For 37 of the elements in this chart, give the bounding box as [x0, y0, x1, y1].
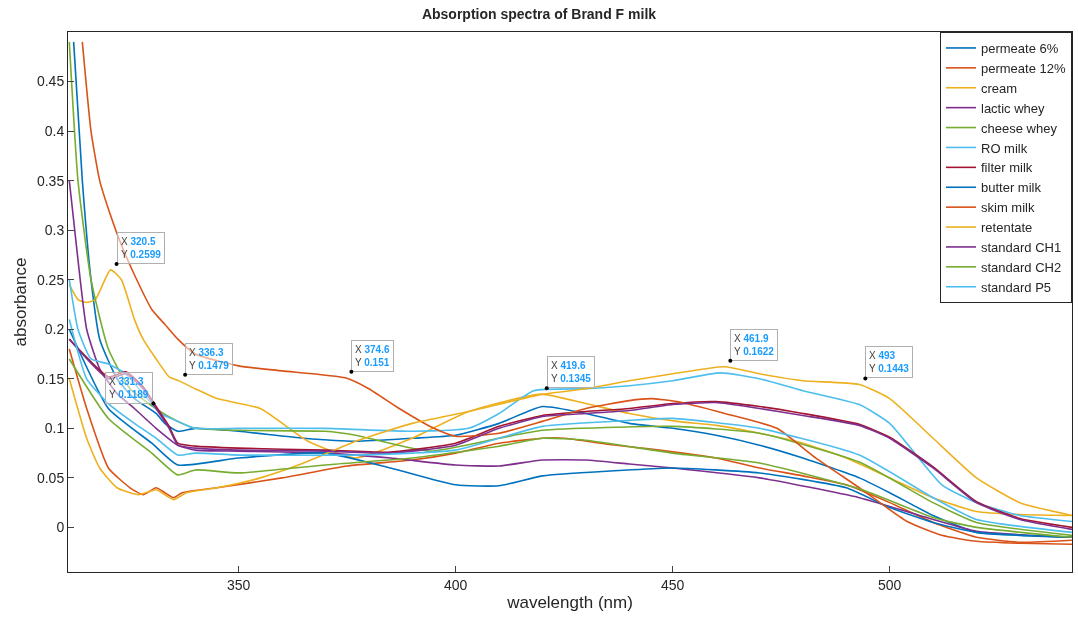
y-axis-title: absorbance: [10, 257, 30, 347]
legend-label: cheese whey: [981, 120, 1058, 136]
x-tick-label: 350: [226, 576, 251, 593]
y-tick-label: 0.4: [44, 122, 65, 139]
legend-label: skim milk: [981, 200, 1035, 216]
annotation: X 336.3 Y 0.1479: [189, 347, 230, 371]
y-tick-label: 0: [56, 519, 65, 536]
legend-label: filter milk: [981, 160, 1033, 176]
x-tick-label: 450: [660, 576, 685, 593]
y-tick-label: 0.05: [36, 469, 65, 486]
legend-label: RO milk: [981, 140, 1028, 156]
legend-label: standard CH2: [981, 259, 1062, 275]
y-tick-label: 0.2: [44, 321, 65, 338]
annotation: X 419.6 Y 0.1345: [551, 360, 592, 384]
annotation: X 374.6 Y 0.151: [355, 344, 390, 368]
annotation: X 331.3 Y 0.1189: [109, 376, 149, 400]
y-tick-label: 0.45: [36, 73, 65, 90]
y-tick-label: 0.35: [36, 172, 65, 189]
y-tick-label: 0.3: [44, 222, 65, 239]
legend-label: standard CH1: [981, 240, 1062, 256]
x-tick-label: 500: [878, 576, 902, 593]
legend-label: cream: [981, 80, 1018, 96]
legend-label: butter milk: [981, 180, 1042, 196]
chart-title: Absorption spectra of Brand F milk: [421, 6, 657, 23]
legend-label: lactic whey: [981, 100, 1046, 116]
y-tick-label: 0.1: [44, 420, 65, 437]
y-tick-label: 0.15: [36, 370, 65, 387]
y-tick-label: 0.25: [36, 271, 65, 288]
legend-label: permeate 12%: [981, 60, 1066, 76]
annotation: X 461.9 Y 0.1622: [734, 333, 775, 357]
annotation: X 493 Y 0.1443: [869, 350, 910, 374]
legend-label: standard P5: [981, 279, 1052, 295]
annotation: X 320.5 Y 0.2599: [121, 236, 162, 260]
legend-label: retentate: [981, 220, 1033, 236]
legend-label: permeate 6%: [981, 41, 1059, 57]
x-tick-label: 400: [443, 576, 468, 593]
x-axis-title: wavelength (nm): [506, 593, 633, 613]
